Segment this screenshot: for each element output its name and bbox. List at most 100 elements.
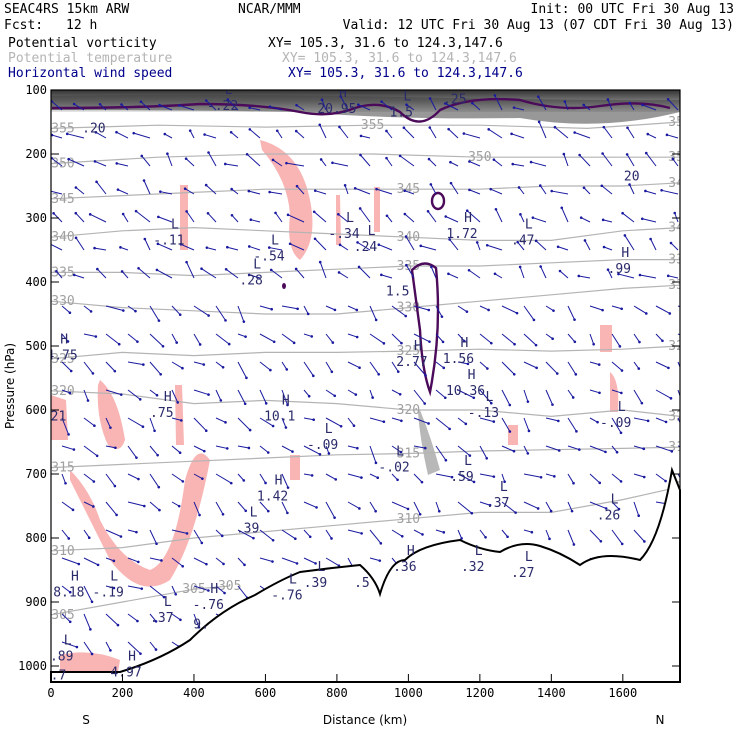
wind-vector-head xyxy=(89,310,93,313)
wind-vector-head xyxy=(601,218,605,222)
wind-vector-head xyxy=(562,152,566,156)
wind-vector xyxy=(563,153,569,167)
wind-vector-head xyxy=(638,340,641,344)
wind-vector-head xyxy=(442,531,446,534)
wind-vector xyxy=(457,361,469,365)
wind-vector xyxy=(287,214,305,223)
wind-vector xyxy=(435,445,447,461)
wind-vector xyxy=(166,153,173,167)
theta-label: 345 xyxy=(397,182,420,197)
wind-vector xyxy=(633,333,640,343)
pv-extremum-marker: L xyxy=(164,595,172,610)
wind-vector-head xyxy=(404,235,408,238)
wind-vector xyxy=(171,557,184,567)
wind-vector xyxy=(249,274,261,279)
wind-vector-head xyxy=(207,151,210,154)
wind-vector xyxy=(413,445,426,449)
wind-vector xyxy=(369,417,385,423)
wind-vector-head xyxy=(176,401,180,404)
wind-vector-head xyxy=(163,132,167,136)
wind-vector xyxy=(61,585,71,593)
wind-vector-head xyxy=(179,618,182,622)
wind-vector xyxy=(369,333,385,344)
wind-vector-head xyxy=(343,184,347,187)
pv-extremum-marker: L xyxy=(368,224,376,239)
pv-value-label: -.19 xyxy=(93,585,124,600)
wind-vector-head xyxy=(132,131,136,135)
wind-vector-head xyxy=(310,335,314,338)
wind-vector-head xyxy=(88,213,92,216)
wind-vector-head xyxy=(181,480,185,483)
center-title: NCAR/MMM xyxy=(238,2,301,17)
pv-extremum-marker: L xyxy=(475,544,483,559)
wind-vector-head xyxy=(419,244,423,248)
wind-vector xyxy=(677,473,680,479)
wind-vector xyxy=(538,121,547,139)
wind-vector-head xyxy=(489,187,493,191)
wind-vector-head xyxy=(112,586,116,590)
wind-vector xyxy=(347,501,360,509)
wind-vector-head xyxy=(141,425,145,429)
wind-vector xyxy=(494,273,503,279)
wind-vector xyxy=(127,585,142,590)
wind-vector-head xyxy=(286,403,289,407)
wind-vector xyxy=(105,361,116,372)
wind-vector-head xyxy=(374,509,377,513)
wind-vector xyxy=(94,247,107,251)
wind-vector xyxy=(303,305,309,315)
wind-vector xyxy=(567,333,576,343)
wind-vector xyxy=(530,161,547,167)
wind-vector xyxy=(149,445,159,456)
wind-vector-head xyxy=(626,126,629,130)
theta-label: 335 xyxy=(397,259,420,274)
pv-value-label: .20 xyxy=(82,121,105,136)
wind-vector xyxy=(325,361,333,373)
wind-vector xyxy=(83,641,93,655)
wind-vector-head xyxy=(531,216,535,219)
wind-vector xyxy=(391,389,401,395)
wind-vector xyxy=(237,585,248,599)
wind-vector-head xyxy=(673,211,677,215)
wind-vector-head xyxy=(382,342,386,345)
wind-vector-head xyxy=(571,396,575,399)
wind-vector xyxy=(117,189,129,195)
wind-vector xyxy=(193,417,207,432)
wind-vector xyxy=(269,191,283,195)
wind-vector xyxy=(626,154,635,167)
wind-vector-head xyxy=(178,451,182,454)
pv-extremum-marker: L xyxy=(464,454,472,469)
wind-vector-head xyxy=(539,265,542,268)
wind-vector-head xyxy=(646,419,650,423)
wind-vector xyxy=(105,417,111,428)
wind-vector-head xyxy=(181,564,185,568)
wind-vector-head xyxy=(67,433,70,436)
wind-vector xyxy=(624,235,635,251)
pv-extremum-marker: H xyxy=(461,336,469,351)
wind-vector xyxy=(479,501,491,506)
wind-vector xyxy=(369,501,377,512)
wind-vector-head xyxy=(493,94,497,97)
wind-vector-head xyxy=(420,480,424,484)
wind-vector-head xyxy=(307,394,311,398)
wind-vector-head xyxy=(197,625,201,629)
pv-extremum-marker: L xyxy=(253,258,261,273)
theta-label: 315 xyxy=(668,440,691,455)
wind-vector xyxy=(564,101,569,111)
wind-vector xyxy=(156,269,173,279)
wind-vector-head xyxy=(470,511,474,515)
wind-vector-head xyxy=(356,241,359,244)
wind-vector-head xyxy=(198,343,202,346)
wind-vector xyxy=(512,163,525,167)
wind-vector xyxy=(574,132,591,139)
wind-vector xyxy=(133,132,151,139)
wind-vector-head xyxy=(91,372,95,375)
wind-vector xyxy=(122,213,129,223)
wind-vector xyxy=(269,247,283,251)
pv-value-label: -.76 xyxy=(271,589,302,604)
wind-vector-head xyxy=(465,310,469,313)
wind-vector xyxy=(468,269,481,279)
wind-vector xyxy=(325,333,334,343)
wind-vector-head xyxy=(271,560,274,563)
wind-vector xyxy=(532,217,547,223)
wind-vector xyxy=(523,473,542,478)
